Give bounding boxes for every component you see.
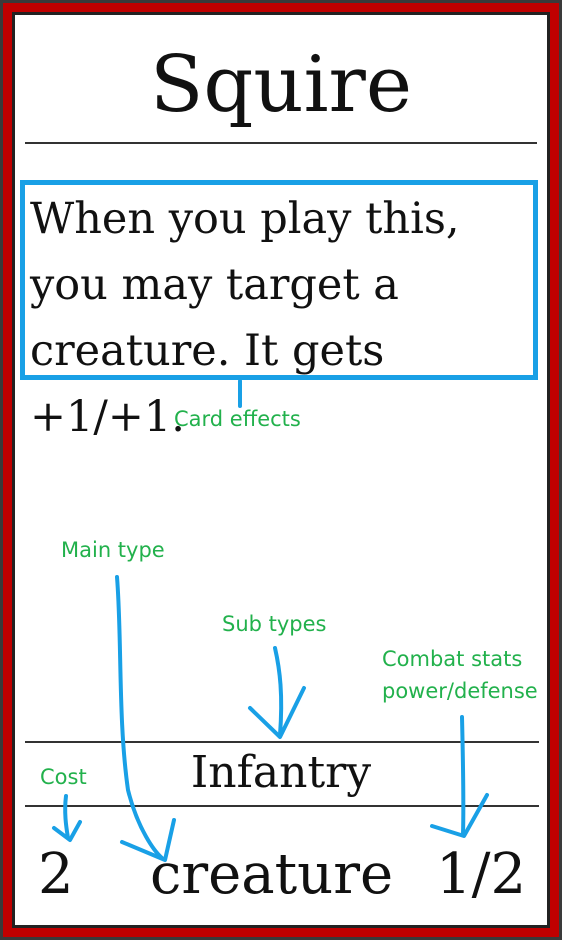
combat-stats-arrowhead (430, 793, 489, 838)
main-type-arrowhead (120, 818, 176, 862)
card-combat-stats: 1/2 (436, 842, 527, 907)
subtype-top-divider (25, 741, 539, 743)
effect-line: creature. It gets +1/+1. (30, 326, 385, 442)
main-type-arrow (115, 575, 164, 860)
cost-arrowhead (52, 820, 82, 842)
label-cost: Cost (40, 765, 87, 789)
title-divider (25, 142, 537, 144)
effect-line: When you play this, (30, 194, 460, 244)
cost-arrow (63, 794, 70, 840)
label-card-effects: Card effects (174, 407, 301, 431)
card-title: Squire (150, 40, 412, 130)
card-subtype: Infantry (190, 747, 372, 798)
label-main-type: Main type (61, 538, 165, 562)
card-main-type: creature (150, 842, 394, 907)
subtype-bottom-divider (25, 805, 539, 807)
card-effects-highlight (20, 180, 538, 380)
card-effect-text: When you play this, you may target a cre… (30, 186, 540, 450)
sub-types-arrow (273, 646, 284, 737)
label-sub-types: Sub types (222, 612, 327, 636)
label-power-defense: power/defense (382, 679, 538, 703)
card-face (12, 12, 550, 928)
combat-stats-arrow (460, 715, 466, 836)
effect-line: you may target a (30, 260, 399, 310)
label-combat-stats: Combat stats (382, 647, 523, 671)
card-cost: 2 (38, 842, 74, 907)
sub-types-arrowhead (248, 686, 306, 739)
